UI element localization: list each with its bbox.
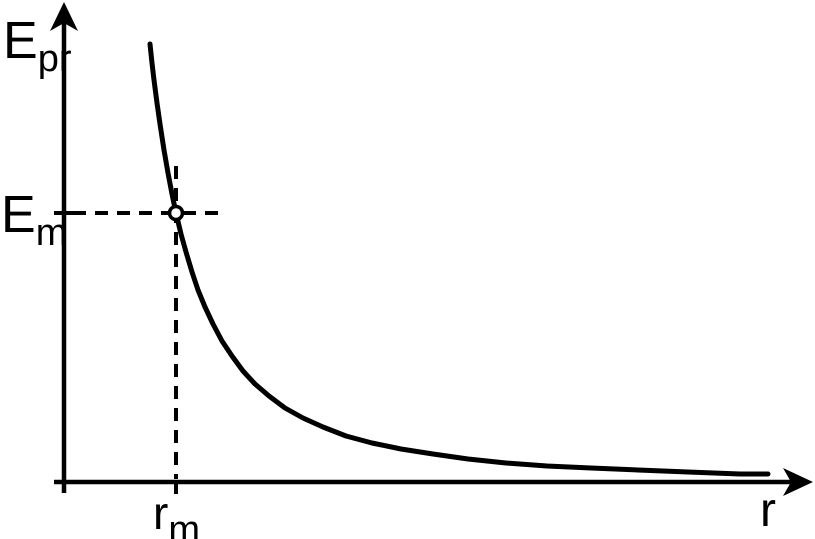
x-axis-label: r [760,484,776,537]
radius-mark-label-main: r [153,487,169,539]
energy-mark-label: Em [1,186,67,252]
y-axis-label-subscript: pr [37,38,72,80]
radius-mark-label: rm [153,487,200,539]
x-axis-arrowhead-icon [783,468,813,496]
y-axis-label-main: E [3,12,38,70]
energy-curve [147,41,771,477]
radius-mark-label-subscript: m [168,509,200,539]
marked-point-circle-icon [167,204,185,222]
energy-mark-label-main: E [1,186,36,244]
y-axis-arrowhead-icon [50,2,78,31]
energy-mark-label-subscript: m [35,212,68,254]
y-axis-label: Epr [3,12,71,78]
